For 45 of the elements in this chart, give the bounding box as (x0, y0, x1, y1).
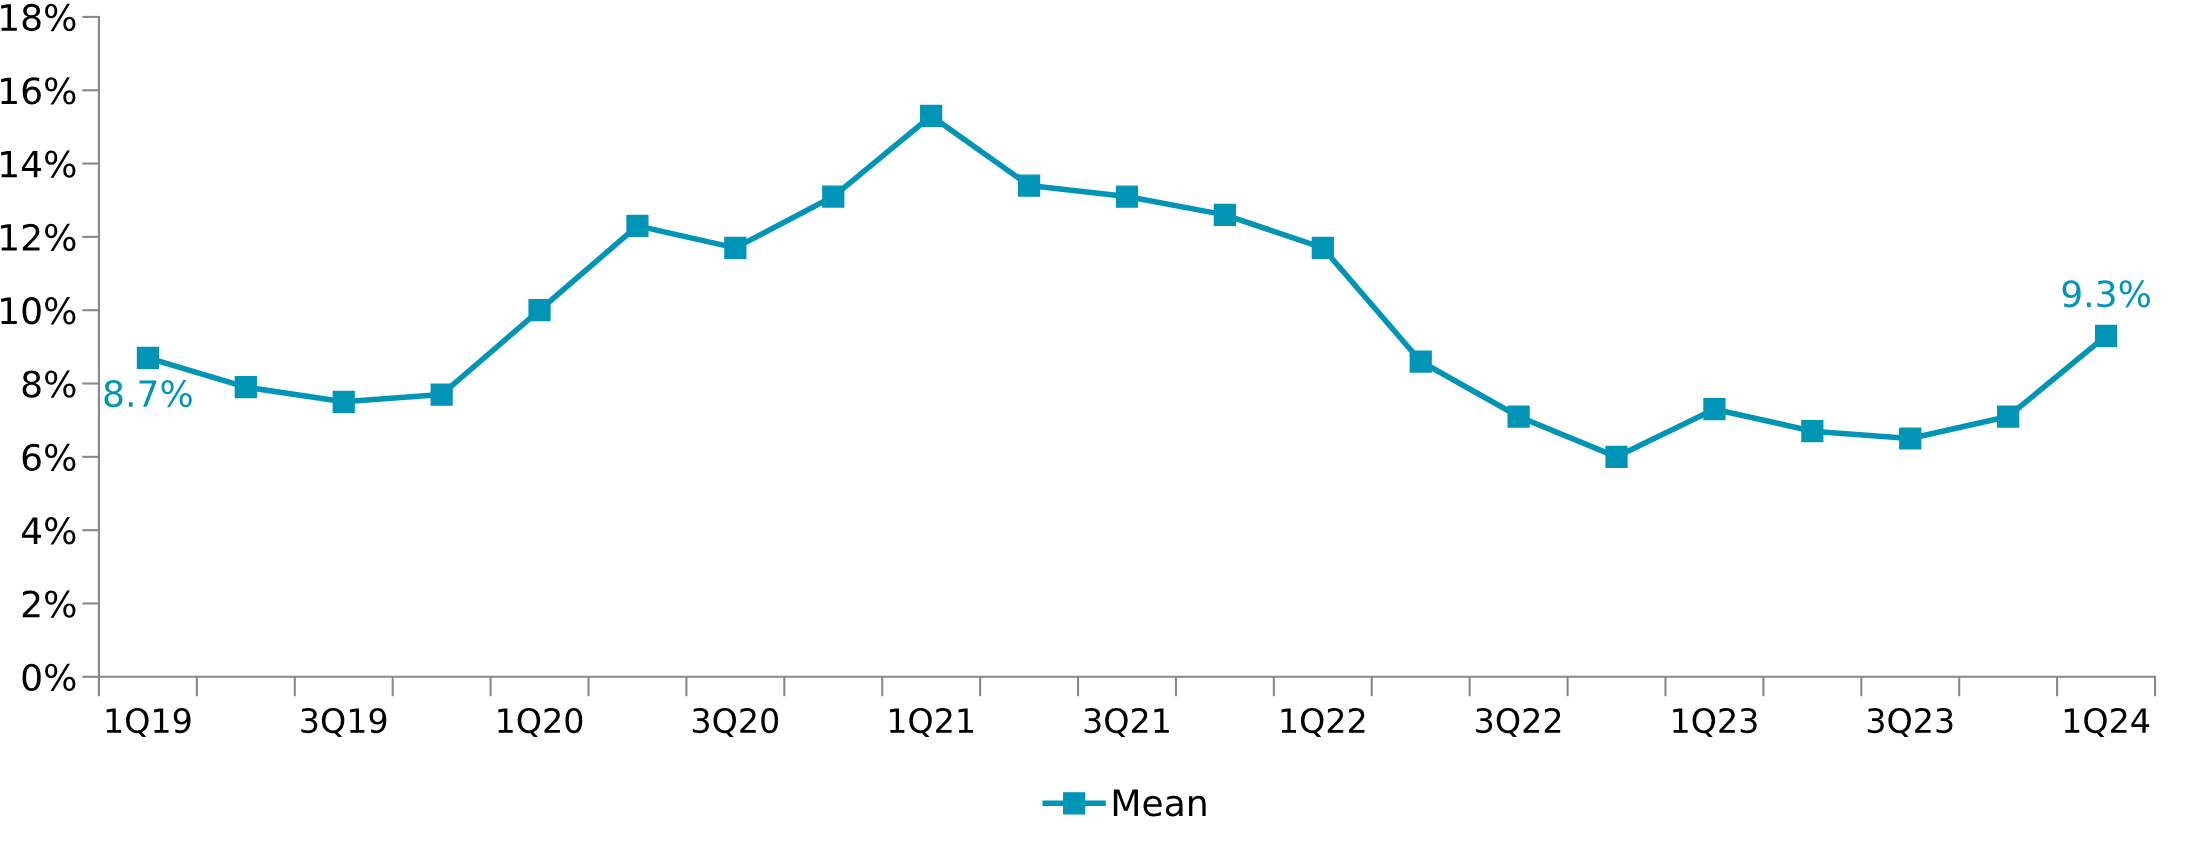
y-tick-label: 2% (22, 590, 76, 618)
x-tick-label: 1Q20 (498, 707, 583, 737)
x-tick-label: 3Q21 (1084, 707, 1169, 737)
point (626, 214, 649, 237)
point (1115, 185, 1139, 208)
point (1703, 398, 1726, 421)
x-tick-label: 3Q20 (692, 707, 779, 737)
y-tick-label: 14% (1, 150, 76, 178)
legend-label: Mean (1113, 789, 1206, 817)
x-tick-label: 1Q21 (889, 707, 974, 737)
y-tick-label: 4% (21, 517, 76, 545)
point (1311, 236, 1334, 259)
point (136, 346, 160, 369)
x-tick-label: 3Q23 (1867, 707, 1953, 737)
y-tick-label: 8% (22, 370, 76, 398)
x-tick-label: 1Q19 (106, 707, 191, 737)
point (724, 236, 747, 259)
y-tick-label: 18% (1, 3, 76, 32)
x-tick-label: 1Q22 (1281, 707, 1365, 737)
x-tick-label: 3Q19 (301, 707, 387, 737)
point (1997, 405, 2020, 428)
point (1409, 350, 1432, 373)
data-label: 8.7% (104, 379, 192, 408)
point (1507, 405, 1530, 428)
x-tick-label: 1Q24 (2064, 707, 2150, 737)
point (430, 383, 453, 406)
point (528, 299, 551, 322)
point (1213, 203, 1237, 226)
point (234, 376, 257, 399)
point (920, 104, 943, 128)
point (1605, 445, 1628, 468)
y-tick-label: 6% (22, 443, 76, 472)
point (822, 185, 845, 208)
point (1801, 420, 1824, 443)
data-label: 9.3% (2062, 280, 2150, 308)
point (1899, 427, 1922, 450)
point (1017, 174, 1041, 197)
y-tick-label: 10% (1, 297, 76, 325)
y-tick-label: 12% (1, 223, 76, 252)
y-tick-label: 0% (22, 663, 76, 692)
point (2094, 324, 2118, 347)
y-tick-label: 16% (1, 77, 76, 105)
point (332, 390, 355, 413)
x-tick-label: 1Q23 (1673, 707, 1757, 737)
x-tick-label: 3Q22 (1476, 707, 1561, 737)
